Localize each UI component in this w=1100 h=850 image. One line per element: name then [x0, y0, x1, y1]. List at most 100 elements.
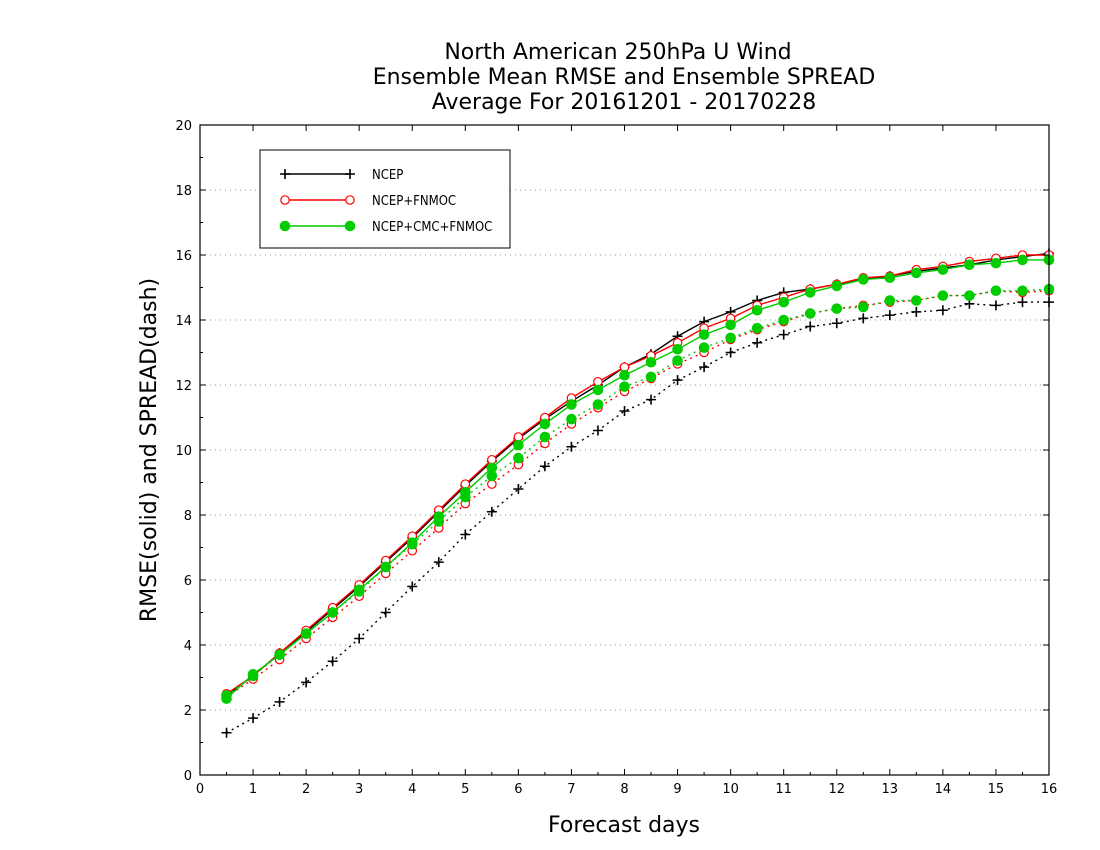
data-point [274, 696, 285, 707]
data-point [645, 356, 657, 368]
chart-title: North American 250hPa U Wind Ensemble Me… [373, 40, 876, 115]
x-tick-label: 14 [935, 782, 952, 797]
data-point [592, 399, 604, 410]
data-point [778, 314, 789, 326]
data-point [539, 431, 551, 443]
y-tick-label: 12 [175, 379, 192, 394]
series-line-spread [226, 301, 1049, 734]
title-line-1: North American 250hPa U Wind [444, 40, 791, 65]
x-tick-label: 3 [355, 782, 363, 797]
data-point [884, 295, 896, 306]
data-point [353, 584, 365, 596]
data-point [831, 318, 842, 329]
data-point [619, 381, 630, 392]
data-point [964, 259, 975, 271]
data-point [380, 607, 391, 618]
data-point [778, 296, 789, 308]
data-point [725, 319, 736, 331]
data-point [858, 313, 869, 324]
legend-label: NCEP+CMC+FNMOC [372, 220, 492, 235]
data-point [407, 581, 418, 592]
x-tick-label: 16 [1041, 782, 1058, 797]
legend-box [259, 149, 511, 249]
x-tick-label: 4 [408, 782, 416, 797]
y-tick-label: 6 [184, 574, 192, 589]
data-point [433, 557, 444, 568]
data-point [460, 486, 471, 498]
x-tick-label: 13 [882, 782, 899, 797]
y-tick-label: 10 [175, 444, 192, 459]
series-line-rmse [226, 259, 1049, 700]
series-group [221, 248, 1054, 738]
data-point [831, 303, 843, 314]
data-point [752, 337, 763, 348]
data-point [566, 413, 577, 425]
data-point [460, 529, 471, 540]
data-point [672, 375, 683, 386]
y-axis-label: RMSE(solid) and SPREAD(dash) [137, 278, 162, 622]
data-point [274, 649, 285, 661]
data-point [513, 439, 524, 451]
data-point [433, 511, 445, 522]
data-point [486, 462, 498, 474]
data-point [645, 371, 657, 383]
data-point [406, 537, 418, 548]
data-point [911, 267, 922, 279]
data-point [751, 322, 763, 334]
data-point [964, 290, 975, 301]
data-point [804, 287, 816, 298]
y-tick-label: 18 [175, 184, 192, 199]
title-line-3: Average For 20161201 - 20170228 [432, 90, 817, 115]
series-group [221, 254, 1055, 704]
data-point [592, 384, 604, 396]
y-tick-label: 14 [175, 314, 192, 329]
y-tick-label: 8 [184, 509, 192, 524]
data-point [539, 418, 551, 430]
x-tick-label: 1 [249, 782, 257, 797]
legend-marker [345, 195, 355, 205]
gridlines [200, 189, 1049, 711]
y-tick-label: 4 [184, 639, 192, 654]
data-point [619, 369, 630, 381]
data-point [327, 607, 338, 618]
data-point [778, 329, 789, 340]
data-point [698, 329, 710, 340]
data-point [990, 257, 1002, 269]
data-point [327, 656, 338, 667]
x-tick-label: 0 [196, 782, 204, 797]
data-point [221, 693, 232, 704]
series-line-rmse [226, 254, 1049, 695]
data-point [804, 308, 816, 319]
data-point [592, 425, 603, 436]
data-point [857, 274, 869, 285]
y-tick-label: 0 [184, 769, 192, 784]
data-point [619, 406, 630, 416]
x-tick-label: 6 [514, 782, 522, 797]
legend-marker [344, 220, 356, 232]
x-tick-label: 9 [673, 782, 681, 797]
data-point [247, 668, 259, 680]
y-tick-label: 2 [184, 704, 192, 719]
data-point [884, 310, 895, 321]
x-axis-label: Forecast days [548, 813, 700, 838]
data-point [725, 332, 736, 344]
data-point [699, 362, 710, 373]
legend: NCEP NCEP+FNMOC NCEP+CMC+FNMOC [259, 149, 511, 249]
axes: 0 1 2 3 4 5 6 7 8 9 10 11 12 13 14 15 160246810121416182… [175, 119, 1057, 797]
x-tick-label: 2 [302, 782, 310, 797]
x-tick-label: 8 [620, 782, 628, 797]
data-point [937, 290, 949, 301]
legend-marker [345, 169, 355, 179]
data-point [672, 355, 683, 366]
x-tick-label: 10 [722, 782, 739, 797]
x-tick-label: 12 [828, 782, 845, 797]
data-point [725, 347, 736, 358]
title-line-2: Ensemble Mean RMSE and Ensemble SPREAD [373, 65, 876, 90]
y-tick-label: 16 [175, 249, 192, 264]
data-point [911, 306, 922, 317]
x-tick-label: 11 [775, 782, 792, 797]
legend-label: NCEP [372, 168, 403, 183]
data-point [300, 628, 312, 639]
legend-marker [280, 195, 290, 205]
